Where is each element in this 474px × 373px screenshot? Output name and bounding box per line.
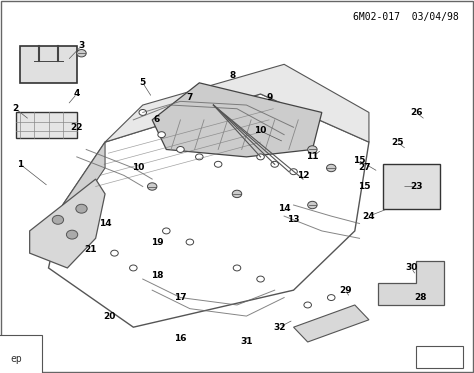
Circle shape bbox=[129, 265, 137, 271]
Text: 1: 1 bbox=[17, 160, 23, 169]
Polygon shape bbox=[293, 305, 369, 342]
Text: 13: 13 bbox=[287, 215, 300, 224]
Text: 22: 22 bbox=[71, 123, 83, 132]
Circle shape bbox=[52, 215, 64, 224]
Circle shape bbox=[304, 302, 311, 308]
Circle shape bbox=[147, 183, 157, 190]
Circle shape bbox=[271, 162, 278, 167]
Polygon shape bbox=[152, 83, 322, 157]
Text: 29: 29 bbox=[339, 286, 352, 295]
Text: 6: 6 bbox=[154, 115, 160, 124]
Text: 6M02-017  03/04/98: 6M02-017 03/04/98 bbox=[353, 13, 458, 22]
Text: 14: 14 bbox=[99, 219, 111, 228]
Text: 20: 20 bbox=[104, 311, 116, 320]
FancyBboxPatch shape bbox=[416, 346, 463, 368]
Text: 21: 21 bbox=[85, 245, 97, 254]
Circle shape bbox=[111, 250, 118, 256]
FancyBboxPatch shape bbox=[383, 164, 439, 209]
Circle shape bbox=[214, 162, 222, 167]
Text: 15: 15 bbox=[358, 182, 371, 191]
Text: 11: 11 bbox=[306, 153, 319, 162]
Text: 7: 7 bbox=[187, 93, 193, 102]
Polygon shape bbox=[105, 64, 369, 142]
Text: 5: 5 bbox=[140, 78, 146, 87]
Text: 14: 14 bbox=[278, 204, 291, 213]
Circle shape bbox=[327, 164, 336, 172]
Circle shape bbox=[257, 276, 264, 282]
Circle shape bbox=[290, 169, 297, 175]
Text: 9: 9 bbox=[267, 93, 273, 102]
Text: 16: 16 bbox=[174, 334, 187, 343]
Text: 27: 27 bbox=[358, 163, 371, 172]
Text: 26: 26 bbox=[410, 108, 422, 117]
Text: 8: 8 bbox=[229, 71, 236, 80]
Text: 32: 32 bbox=[273, 323, 286, 332]
Text: 4: 4 bbox=[73, 90, 80, 98]
Text: 31: 31 bbox=[240, 338, 253, 347]
Text: 12: 12 bbox=[297, 171, 309, 180]
Text: 18: 18 bbox=[151, 271, 163, 280]
Text: 17: 17 bbox=[174, 293, 187, 302]
Circle shape bbox=[139, 110, 146, 115]
Circle shape bbox=[177, 147, 184, 153]
Circle shape bbox=[186, 239, 194, 245]
Circle shape bbox=[196, 154, 203, 160]
FancyBboxPatch shape bbox=[20, 46, 77, 83]
Circle shape bbox=[158, 132, 165, 138]
Text: 15: 15 bbox=[353, 156, 366, 165]
Text: 30: 30 bbox=[405, 263, 418, 272]
FancyBboxPatch shape bbox=[16, 112, 77, 138]
Text: 3: 3 bbox=[78, 41, 85, 50]
Text: 28: 28 bbox=[415, 293, 427, 302]
Text: 2: 2 bbox=[12, 104, 18, 113]
Text: 19: 19 bbox=[151, 238, 163, 247]
Circle shape bbox=[257, 154, 264, 160]
Circle shape bbox=[308, 146, 317, 153]
Polygon shape bbox=[378, 261, 444, 305]
Text: 24: 24 bbox=[363, 211, 375, 220]
Circle shape bbox=[328, 295, 335, 301]
Circle shape bbox=[76, 204, 87, 213]
Circle shape bbox=[308, 201, 317, 209]
Text: ep: ep bbox=[11, 354, 23, 364]
Polygon shape bbox=[30, 179, 105, 268]
Text: 23: 23 bbox=[410, 182, 422, 191]
Circle shape bbox=[77, 50, 86, 57]
Circle shape bbox=[66, 230, 78, 239]
Polygon shape bbox=[63, 142, 105, 231]
Text: 25: 25 bbox=[391, 138, 403, 147]
Circle shape bbox=[232, 190, 242, 198]
Circle shape bbox=[163, 228, 170, 234]
Text: 10: 10 bbox=[255, 126, 267, 135]
Circle shape bbox=[233, 265, 241, 271]
Text: 10: 10 bbox=[132, 163, 144, 172]
